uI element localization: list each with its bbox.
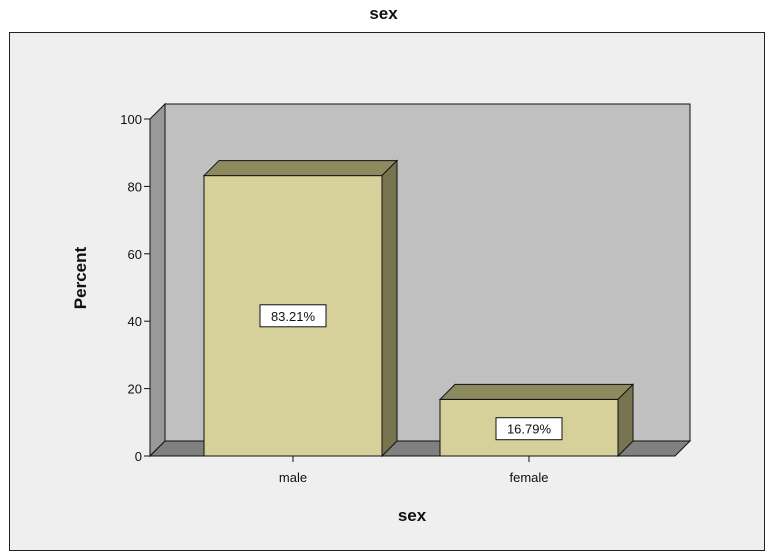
y-tick-label: 40 (128, 314, 142, 329)
bar-top (202, 160, 399, 177)
data-label: 83.21% (271, 309, 316, 324)
category-labels: male female (279, 456, 549, 485)
bar-side (381, 159, 398, 458)
y-tick-label: 100 (120, 112, 142, 127)
y-tick-label: 20 (128, 382, 142, 397)
category-label-female: female (509, 470, 548, 485)
y-axis-title: Percent (71, 246, 90, 309)
bar-male: 83.21% (202, 159, 399, 458)
y-tick-label: 80 (128, 179, 142, 194)
data-label-box (259, 304, 327, 328)
category-label-male: male (279, 470, 307, 485)
y-tick-label: 60 (128, 247, 142, 262)
bar-side (617, 383, 634, 458)
x-axis-title: sex (398, 506, 427, 525)
bar-top (438, 383, 635, 400)
bar-female: 16.79% (438, 383, 635, 458)
chart-title: sex (369, 4, 398, 23)
data-label-box (495, 417, 563, 441)
bars: 83.21% 16.79% (202, 159, 635, 458)
data-label: 16.79% (507, 422, 552, 437)
y-ticks: 0 20 40 60 80 100 (120, 112, 150, 464)
side-wall (149, 102, 166, 458)
y-tick-label: 0 (135, 449, 142, 464)
